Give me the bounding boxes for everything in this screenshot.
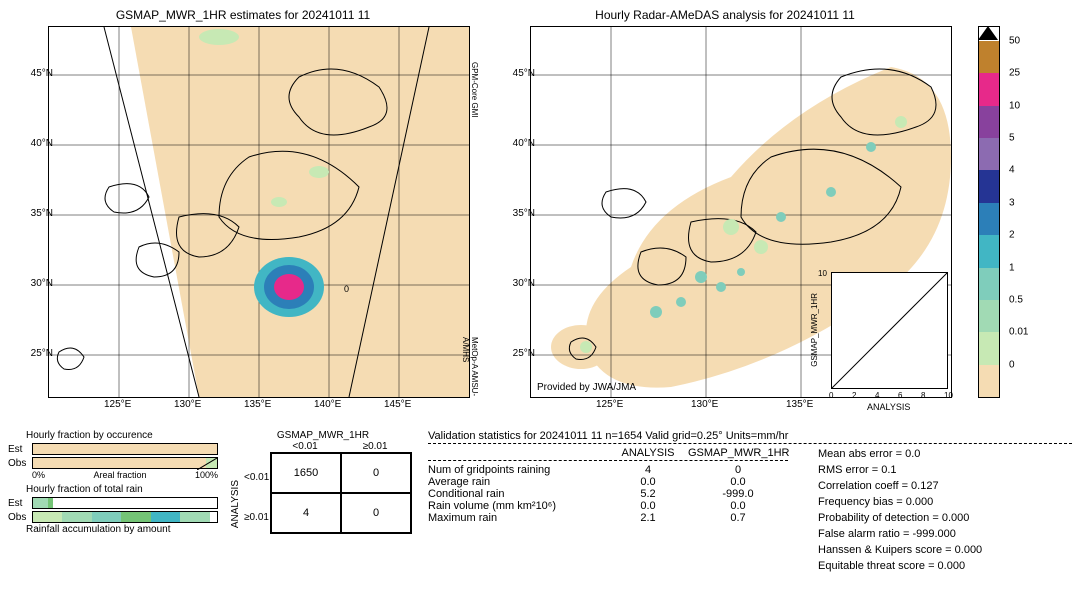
contingency-table: GSMAP_MWR_1HR <0.01≥0.01 ANALYSIS <0.01 … (228, 430, 418, 575)
stats-right: Mean abs error = 0.0RMS error = 0.1Corre… (818, 447, 982, 575)
ct-cell: 0 (341, 493, 411, 533)
left-map-title: GSMAP_MWR_1HR estimates for 20241011 11 (8, 8, 478, 24)
inset-scatter: ANALYSISGSMAP_MWR_1HR100246810 (831, 272, 948, 389)
provider-label: Provided by JWA/JMA (537, 382, 636, 393)
right-map-panel: Hourly Radar-AMeDAS analysis for 2024101… (490, 8, 960, 408)
occ-est-bar (32, 443, 218, 455)
left-map-panel: GSMAP_MWR_1HR estimates for 20241011 11 (8, 8, 478, 408)
occ-obs-bar (32, 457, 218, 469)
ct-cell: 4 (271, 493, 341, 533)
left-map-svg: 0 (49, 27, 469, 397)
bar-charts: Hourly fraction by occurence Est Obs 0%A… (8, 430, 218, 575)
bar-title-2: Hourly fraction of total rain (26, 484, 218, 495)
right-map-title: Hourly Radar-AMeDAS analysis for 2024101… (490, 8, 960, 24)
top-row: GSMAP_MWR_1HR estimates for 20241011 11 (8, 8, 1072, 408)
ct-title: GSMAP_MWR_1HR (228, 430, 418, 441)
ct-cell: 0 (341, 453, 411, 493)
stats-table: ANALYSISGSMAP_MWR_1HR Num of gridpoints … (428, 447, 788, 575)
ct-cell: 1650 (271, 453, 341, 493)
right-map-box: ANALYSISGSMAP_MWR_1HR100246810 Provided … (530, 26, 952, 398)
stats-panel: Validation statistics for 20241011 11 n=… (428, 430, 1072, 575)
sat-label-2: MetOp-A AMSU-A/MHS (461, 337, 479, 397)
tot-est-bar (32, 497, 218, 509)
svg-text:0: 0 (344, 284, 349, 294)
stats-title: Validation statistics for 20241011 11 n=… (428, 430, 1072, 442)
tot-obs-bar (32, 511, 218, 523)
left-map-box: 0 GPM-Core GMI MetOp-A AMSU-A/MHS (48, 26, 470, 398)
bar-footer: Rainfall accumulation by amount (26, 524, 218, 535)
sat-label-1: GPM-Core GMI (470, 62, 479, 118)
ct-ylabel: ANALYSIS (230, 480, 241, 528)
colorbar: 502510543210.50.010 (972, 8, 1042, 408)
bar-title-1: Hourly fraction by occurence (26, 430, 218, 441)
bottom-row: Hourly fraction by occurence Est Obs 0%A… (8, 430, 1072, 575)
